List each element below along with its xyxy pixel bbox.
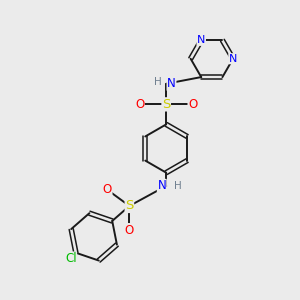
Text: N: N bbox=[229, 54, 237, 64]
Text: N: N bbox=[167, 77, 176, 90]
Text: S: S bbox=[162, 98, 170, 111]
Text: O: O bbox=[125, 224, 134, 237]
Text: O: O bbox=[103, 183, 112, 196]
Text: O: O bbox=[135, 98, 144, 111]
Text: H: H bbox=[173, 181, 181, 191]
Text: Cl: Cl bbox=[65, 252, 76, 265]
Text: O: O bbox=[188, 98, 197, 111]
Text: N: N bbox=[158, 179, 166, 192]
Text: N: N bbox=[197, 35, 206, 45]
Text: S: S bbox=[125, 200, 134, 212]
Text: H: H bbox=[154, 77, 162, 87]
